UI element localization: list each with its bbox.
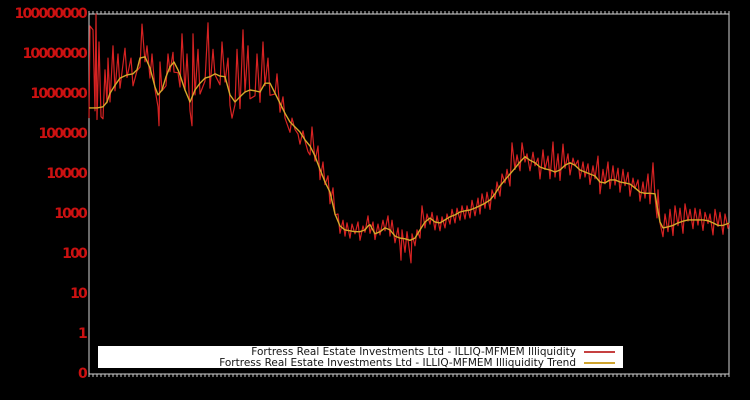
y-axis-tick-label: 100	[62, 246, 88, 262]
x-axis-minor-ticks	[88, 11, 730, 377]
y-axis-tick-label: 10000	[46, 166, 88, 182]
y-axis-tick-label: 100000	[38, 126, 87, 142]
y-axis-tick-label: 0	[78, 366, 88, 382]
y-axis-tick-label: 1000	[54, 206, 88, 222]
illiquidity-series-line	[88, 13, 730, 264]
legend-line-sample-illiquidity	[584, 350, 615, 353]
legend-line-sample-trend	[584, 361, 615, 364]
y-axis-tick-label: 1000000	[30, 86, 87, 102]
y-axis-tick-label: 1	[78, 326, 88, 342]
legend-label-trend: Fortress Real Estate Investments Ltd - I…	[219, 356, 576, 369]
trend-series-line	[89, 56, 729, 241]
y-axis-tick-label: 10000000	[22, 46, 87, 62]
legend-row-trend: Fortress Real Estate Investments Ltd - I…	[98, 356, 623, 369]
y-axis-tick-label: 10	[70, 286, 88, 302]
y-axis-tick-label: 100000000	[14, 6, 88, 22]
legend-label-illiquidity: Fortress Real Estate Investments Ltd - I…	[251, 345, 576, 358]
legend: Fortress Real Estate Investments Ltd - I…	[98, 346, 623, 368]
legend-row-illiquidity: Fortress Real Estate Investments Ltd - I…	[98, 345, 623, 358]
y-axis: 0 1 10 100 1000 10000 100000 1000000 10000000 100…	[0, 0, 100, 400]
